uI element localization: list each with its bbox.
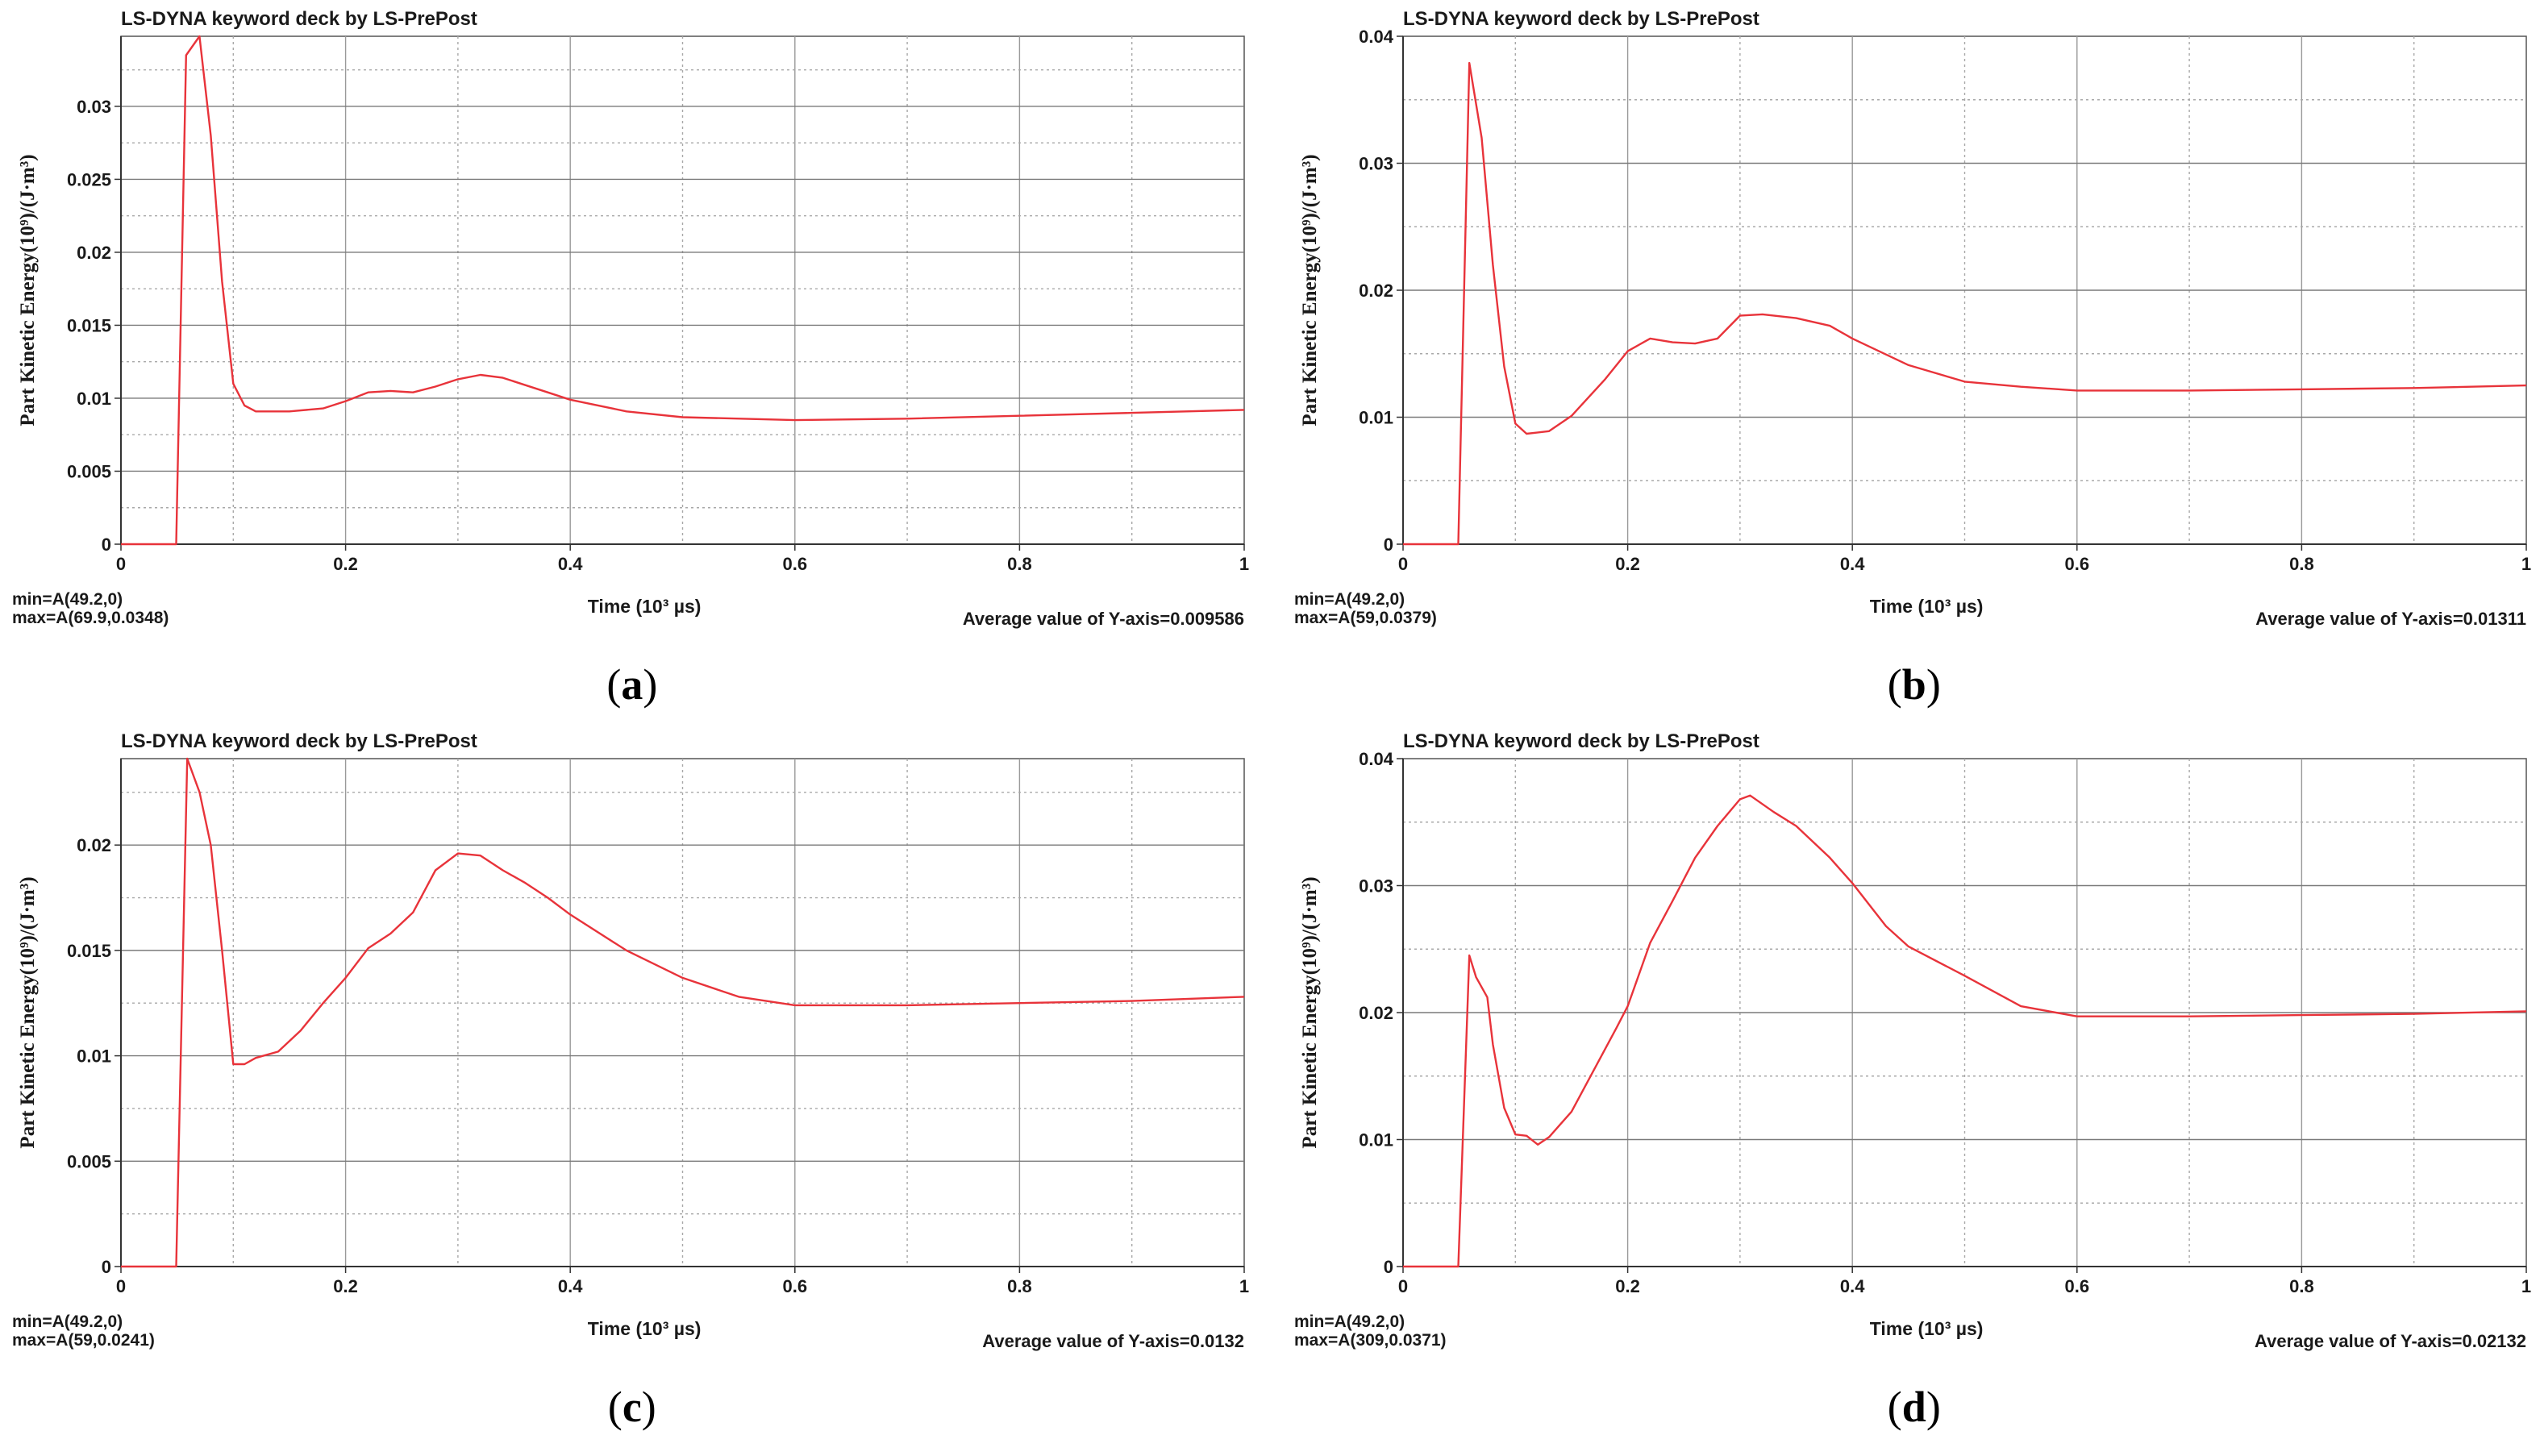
y-tick-label: 0.01 [77,389,111,409]
y-tick-label: 0.03 [1359,876,1393,896]
grid-lines [121,759,1244,1267]
x-axis-label: Time (10³ µs) [1870,1318,1984,1339]
x-tick-label: 0.2 [333,554,358,574]
y-axis-label: Part Kinetic Energy(10⁹)/(J·m³) [1299,876,1321,1148]
y-tick-label: 0 [102,1257,111,1277]
y-tick-label: 0 [1384,1257,1393,1277]
y-tick-label: 0.04 [1359,749,1394,769]
x-tick-label: 0.2 [1615,1276,1640,1296]
x-tick-label: 0.4 [1840,1276,1865,1296]
x-tick-label: 0.4 [1840,554,1865,574]
x-tick-label: 0.2 [1615,554,1640,574]
y-tick-label: 0.04 [1359,27,1394,47]
x-axis-label: Time (10³ µs) [588,1318,702,1339]
y-tick-label: 0.03 [1359,154,1393,174]
y-axis-label: Part Kinetic Energy(10⁹)/(J·m³) [17,154,39,426]
panel-caption: (b) [1888,660,1941,709]
x-tick-label: 0.8 [2289,1276,2314,1296]
y-axis-label: Part Kinetic Energy(10⁹)/(J·m³) [1299,154,1321,426]
y-axis-label: Part Kinetic Energy(10⁹)/(J·m³) [17,876,39,1148]
average-annotation: Average value of Y-axis=0.0132 [982,1331,1244,1351]
y-tick-label: 0.01 [1359,1130,1393,1150]
x-tick-label: 0.6 [783,554,808,574]
y-tick-label: 0 [102,535,111,555]
panel-caption: (a) [606,660,657,709]
series-line [121,757,1245,1268]
min-annotation: min=A(49.2,0) [1294,1312,1405,1331]
chart-panel-d: LS-DYNA keyword deck by LS-PrePost 0 0.01 0… [1294,730,2531,1431]
max-annotation: max=A(59,0.0379) [1294,609,1437,627]
y-tick-label: 0.005 [67,1151,111,1171]
x-tick-label: 0.8 [2289,554,2314,574]
chart-panel-a: LS-DYNA keyword deck by LS-PrePost 0 0.005… [12,8,1249,709]
series-line [121,35,1245,546]
x-tick-label: 0.2 [333,1276,358,1296]
x-tick-label: 0.8 [1007,1276,1032,1296]
x-axis-label: Time (10³ µs) [1870,596,1984,617]
max-annotation: max=A(59,0.0241) [12,1331,155,1350]
series-line [1403,61,2527,546]
x-tick-label: 0 [116,554,126,574]
x-tick-label: 0.4 [558,554,583,574]
average-annotation: Average value of Y-axis=0.009586 [963,609,1244,629]
x-tick-label: 0 [116,1276,126,1296]
y-tick-label: 0.025 [67,169,111,189]
y-tick-label: 0.02 [77,835,111,855]
grid-lines [121,36,1244,544]
chart-title: LS-DYNA keyword deck by LS-PrePost [121,8,477,30]
min-annotation: min=A(49.2,0) [1294,590,1405,609]
y-tick-label: 0.01 [1359,408,1393,428]
x-tick-label: 1 [2521,1276,2531,1296]
x-tick-label: 0 [1398,554,1408,574]
max-annotation: max=A(309,0.0371) [1294,1331,1447,1350]
min-annotation: min=A(49.2,0) [12,1312,123,1331]
x-tick-label: 0.6 [2065,1276,2090,1296]
average-annotation: Average value of Y-axis=0.01311 [2255,609,2526,629]
x-tick-label: 0.6 [2065,554,2090,574]
chart-title: LS-DYNA keyword deck by LS-PrePost [1403,730,1759,752]
x-tick-label: 1 [1239,554,1249,574]
max-annotation: max=A(69.9,0.0348) [12,609,169,627]
chart-title: LS-DYNA keyword deck by LS-PrePost [1403,8,1759,30]
series-line [1403,794,2527,1268]
x-tick-label: 1 [1239,1276,1249,1296]
x-tick-label: 0 [1398,1276,1408,1296]
x-axis-label: Time (10³ µs) [588,596,702,617]
x-tick-label: 0.8 [1007,554,1032,574]
y-tick-label: 0.015 [67,941,111,961]
x-tick-label: 0.6 [783,1276,808,1296]
grid-lines [1403,36,2526,544]
y-tick-label: 0.005 [67,461,111,481]
min-annotation: min=A(49.2,0) [12,590,123,609]
y-tick-label: 0.015 [67,315,111,335]
panel-caption: (c) [608,1383,656,1431]
panel-caption: (d) [1888,1383,1941,1431]
y-tick-label: 0 [1384,535,1393,555]
y-tick-label: 0.03 [77,97,111,117]
x-tick-label: 0.4 [558,1276,583,1296]
y-tick-label: 0.02 [77,243,111,263]
average-annotation: Average value of Y-axis=0.02132 [2255,1331,2526,1351]
y-tick-label: 0.01 [77,1046,111,1067]
x-tick-label: 1 [2521,554,2531,574]
y-tick-label: 0.02 [1359,281,1393,301]
chart-title: LS-DYNA keyword deck by LS-PrePost [121,730,477,752]
chart-panel-b: LS-DYNA keyword deck by LS-PrePost 0 0.01 0… [1294,8,2531,709]
chart-panel-c: LS-DYNA keyword deck by LS-PrePost 0 0.005… [12,730,1249,1431]
y-tick-label: 0.02 [1359,1003,1393,1023]
